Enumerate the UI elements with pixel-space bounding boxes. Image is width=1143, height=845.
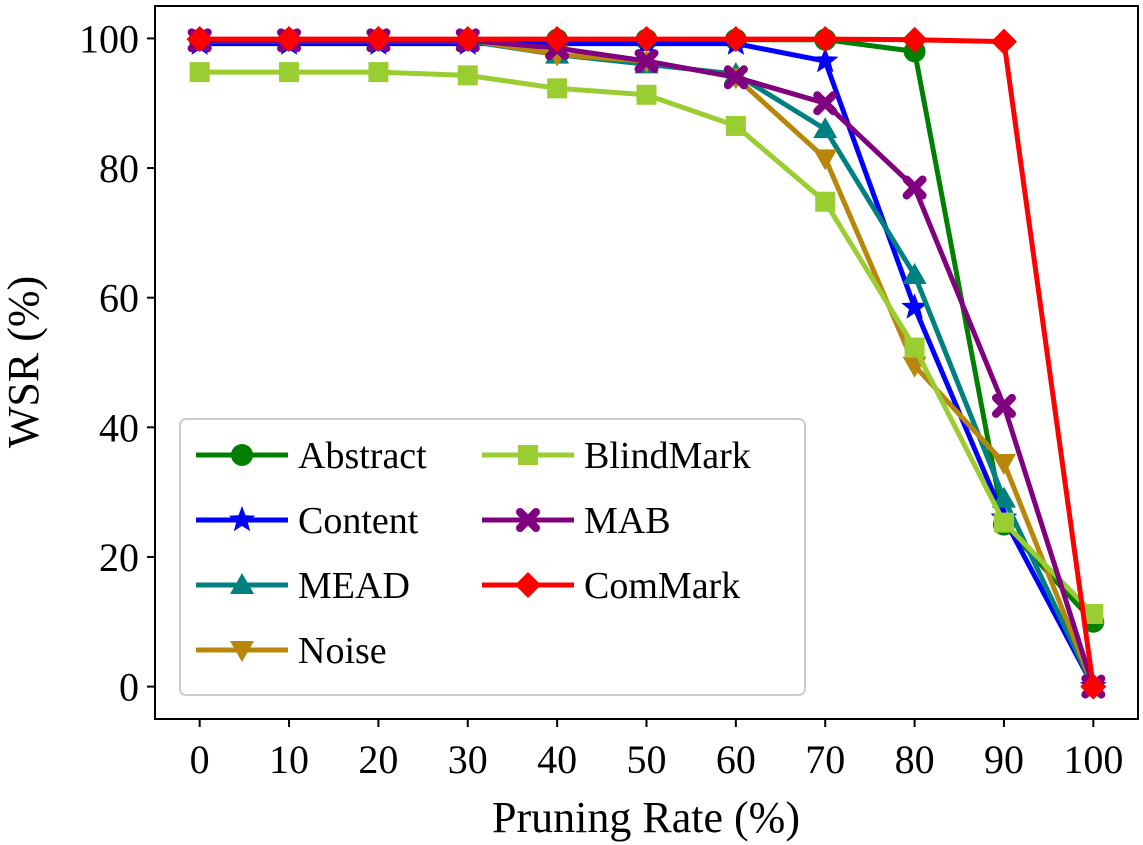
data-point-commark	[901, 26, 928, 53]
legend: Abstract Content MEAD Noise BlindMark MAB ComM…	[179, 418, 806, 696]
data-point-content	[811, 47, 839, 73]
series-blindmark	[189, 62, 1104, 624]
y-tick-label: 40	[99, 405, 139, 450]
legend-item-noise: Noise	[196, 630, 387, 672]
x-tick-label: 70	[805, 737, 845, 782]
y-tick-label: 20	[99, 535, 139, 580]
legend-marker-mab	[516, 508, 540, 532]
x-tick-label: 10	[269, 737, 309, 782]
legend-label: BlindMark	[584, 435, 751, 477]
data-point-blindmark	[279, 62, 300, 83]
x-tick-label: 0	[190, 737, 210, 782]
data-point-blindmark	[993, 512, 1014, 533]
data-point-mab	[634, 49, 659, 74]
data-point-blindmark	[457, 65, 478, 86]
legend-item-mead: MEAD	[196, 565, 410, 607]
legend-marker-noise	[230, 641, 254, 662]
legend-item-abstract: Abstract	[196, 435, 427, 477]
data-point-commark	[812, 26, 839, 53]
data-point-mab	[991, 393, 1016, 418]
x-tick-label: 30	[448, 737, 488, 782]
legend-item-commark: ComMark	[482, 565, 740, 607]
data-point-commark	[276, 26, 303, 53]
legend-label: Content	[298, 500, 419, 542]
legend-label: MEAD	[298, 565, 410, 607]
data-point-blindmark	[725, 115, 746, 136]
x-tick-label: 90	[984, 737, 1024, 782]
data-point-mead	[991, 486, 1016, 508]
data-point-blindmark	[547, 78, 568, 99]
y-tick-label: 60	[99, 276, 139, 321]
data-point-commark	[544, 26, 571, 53]
y-tick-label: 0	[119, 665, 139, 710]
x-tick-label: 20	[358, 737, 398, 782]
x-tick-label: 80	[895, 737, 935, 782]
legend-label: MAB	[584, 500, 671, 542]
legend-box	[179, 418, 806, 696]
data-point-noise	[991, 453, 1016, 475]
data-point-mab	[902, 175, 927, 200]
legend-item-blindmark: BlindMark	[482, 435, 751, 477]
legend-marker-content	[228, 506, 256, 532]
data-point-commark	[1080, 673, 1107, 700]
data-point-blindmark	[904, 337, 925, 358]
legend-marker-commark	[515, 572, 541, 598]
y-tick-label: 100	[79, 16, 139, 61]
data-point-blindmark	[815, 191, 836, 212]
data-point-content	[901, 293, 928, 319]
data-point-commark	[186, 26, 213, 53]
legend-marker-mead	[230, 573, 254, 594]
x-tick-label: 40	[537, 737, 577, 782]
series-layer	[186, 26, 1107, 700]
legend-marker-abstract	[231, 444, 253, 466]
legend-label: Noise	[298, 630, 387, 672]
y-axis-label: WSR (%)	[0, 276, 48, 448]
x-tick-label: 50	[627, 737, 667, 782]
y-tick-label: 80	[99, 146, 139, 191]
legend-marker-blindmark	[518, 445, 538, 465]
legend-label: Abstract	[298, 435, 427, 477]
data-point-blindmark	[189, 62, 210, 83]
x-axis-label: Pruning Rate (%)	[492, 793, 800, 842]
legend-label: ComMark	[584, 565, 740, 607]
data-point-commark	[722, 26, 749, 53]
legend-item-mab: MAB	[482, 500, 671, 542]
data-point-blindmark	[1083, 603, 1104, 624]
x-tick-label: 60	[716, 737, 756, 782]
legend-item-content: Content	[196, 500, 419, 542]
data-point-mead	[813, 117, 838, 139]
data-point-mab	[723, 65, 748, 90]
data-point-mead	[902, 262, 927, 284]
data-point-mab	[813, 91, 838, 116]
data-point-blindmark	[368, 62, 389, 83]
data-point-blindmark	[636, 84, 657, 105]
x-tick-label: 100	[1063, 737, 1123, 782]
data-point-commark	[365, 26, 392, 53]
data-point-commark	[633, 26, 660, 53]
data-point-commark	[454, 26, 481, 53]
data-point-noise	[813, 149, 838, 171]
data-point-commark	[990, 28, 1017, 55]
series-commark	[186, 26, 1107, 700]
axis-ticks: 0 10 20 30 40 50 60 70 80 90 100 0 20 40 60 80 100	[79, 16, 1123, 782]
